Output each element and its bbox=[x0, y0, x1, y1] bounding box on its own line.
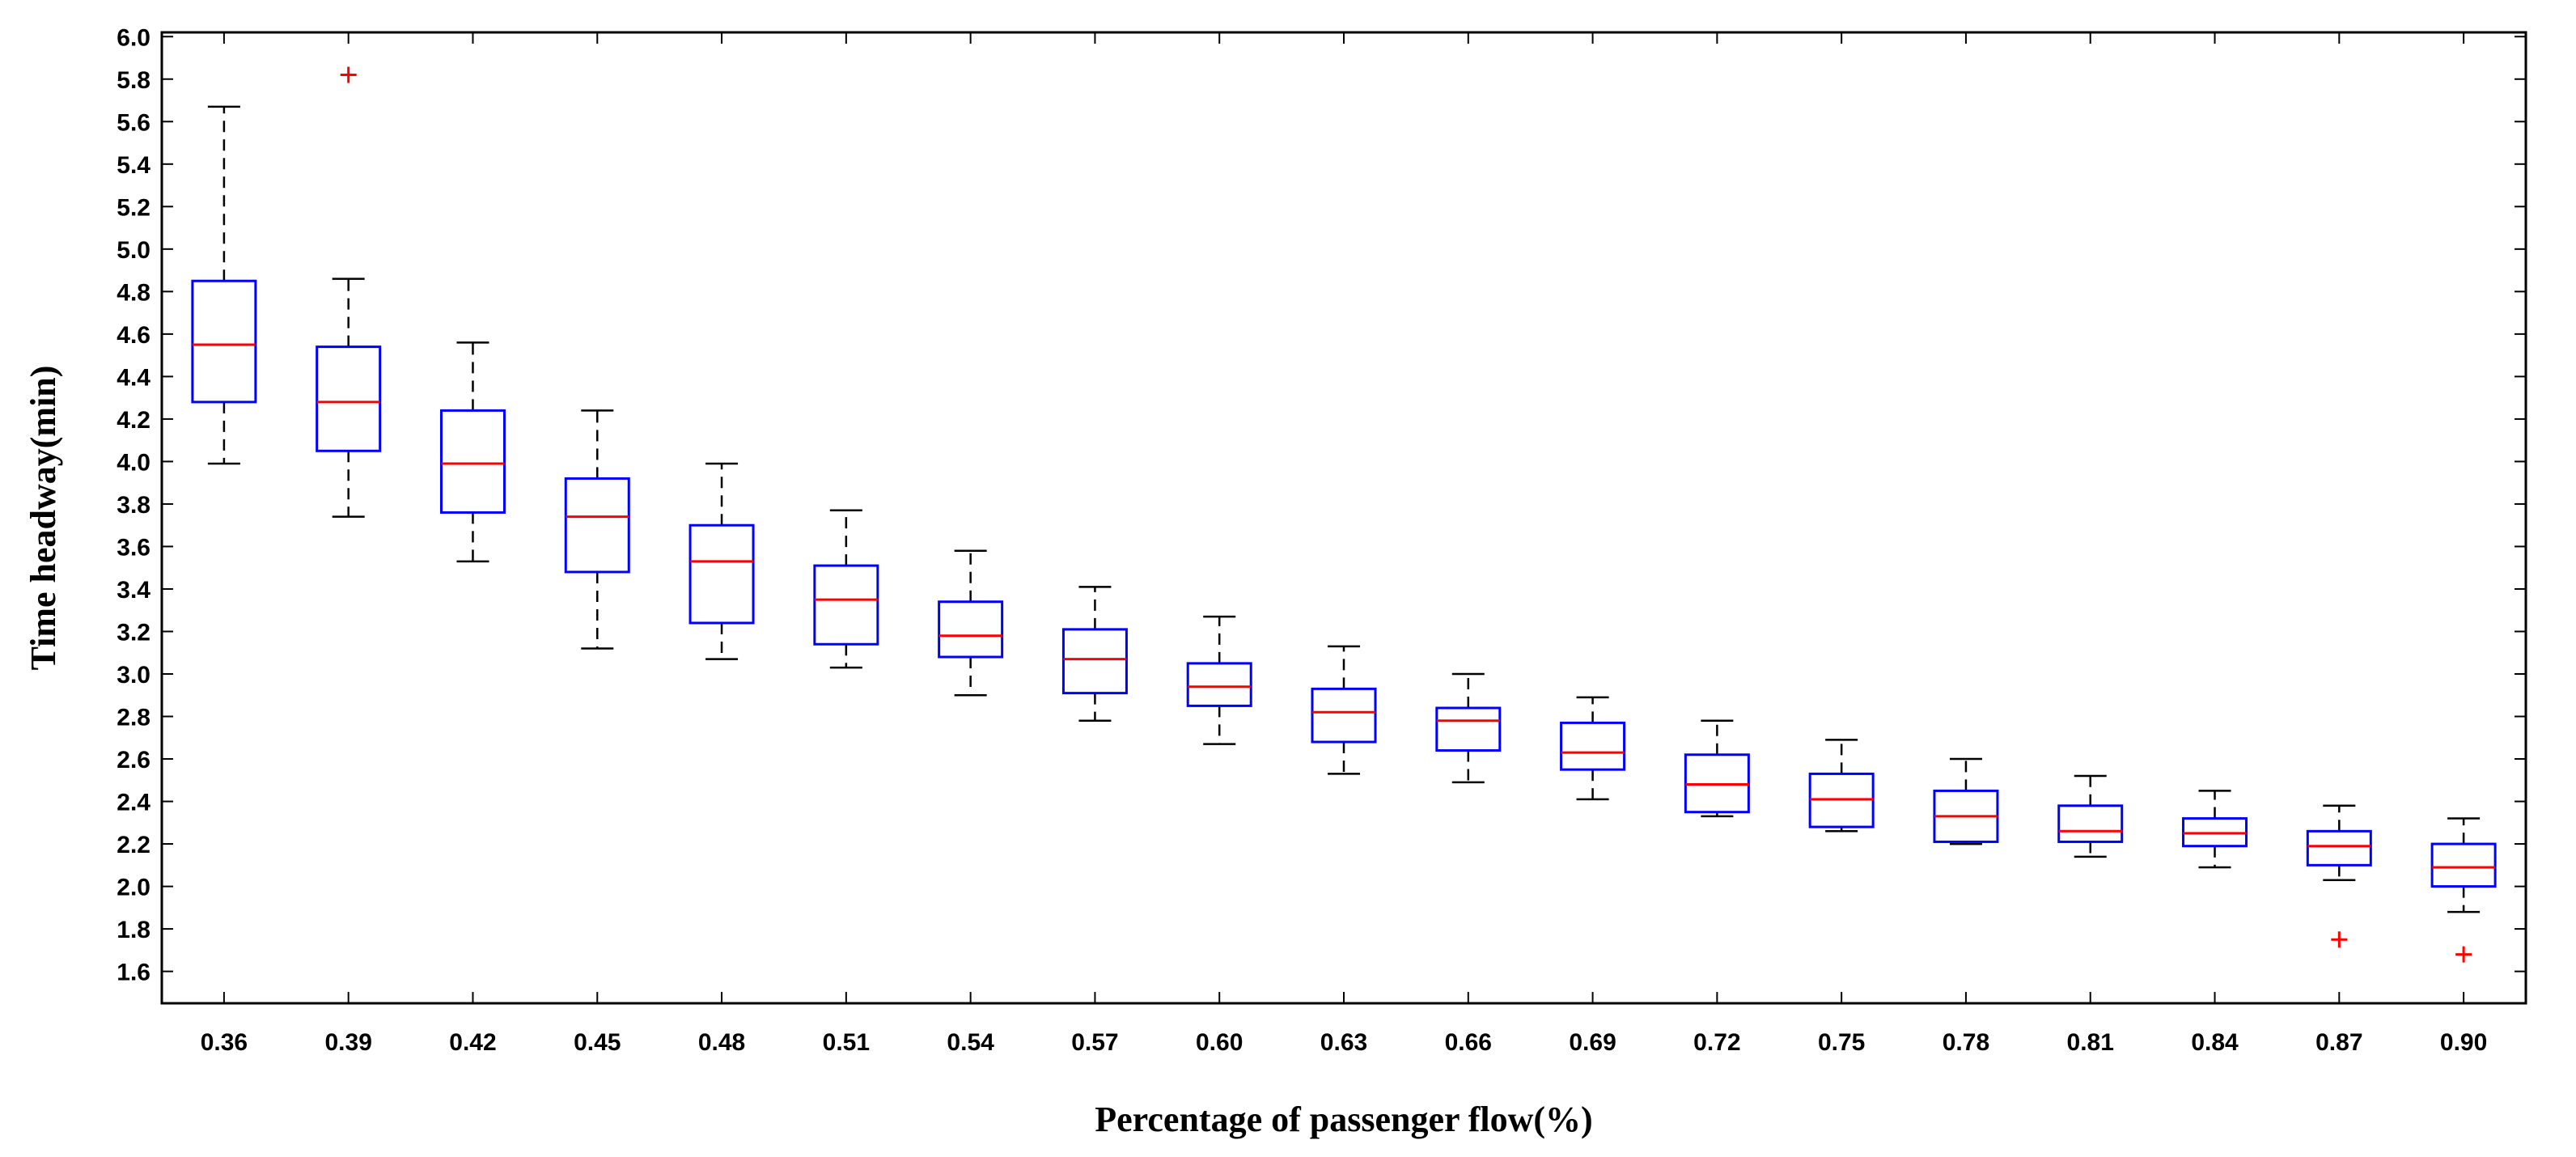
iqr-box bbox=[1061, 628, 1128, 695]
x-tick-label: 0.87 bbox=[2315, 1029, 2362, 1056]
y-tick-label: 5.2 bbox=[117, 194, 150, 221]
box-0.81 bbox=[2057, 774, 2124, 858]
y-tick-label: 5.0 bbox=[117, 237, 150, 264]
iqr-box bbox=[564, 477, 630, 574]
x-tick-label: 0.60 bbox=[1196, 1029, 1243, 1056]
iqr-box bbox=[2057, 804, 2124, 843]
box-0.60 bbox=[1186, 615, 1252, 745]
iqr-box bbox=[191, 279, 257, 404]
x-tick-label: 0.78 bbox=[1943, 1029, 1989, 1056]
box-0.57 bbox=[1061, 586, 1128, 723]
box-series bbox=[191, 66, 2497, 963]
x-tick-label: 0.72 bbox=[1693, 1029, 1740, 1056]
iqr-box bbox=[938, 600, 1004, 659]
box-0.51 bbox=[813, 509, 879, 669]
y-tick-label: 4.4 bbox=[117, 364, 150, 391]
box-0.66 bbox=[1435, 672, 1502, 784]
x-tick-label: 0.48 bbox=[698, 1029, 745, 1056]
x-tick-label: 0.39 bbox=[324, 1029, 371, 1056]
y-axis: 1.6 1.8 2.0 2.2 2.4 2.6 2.8 3.0 3.2 3.4 3.6 3.8 4.0 4… bbox=[117, 24, 2526, 986]
iqr-box bbox=[813, 564, 879, 646]
y-tick-label: 2.2 bbox=[117, 832, 150, 858]
box-0.36 bbox=[191, 105, 257, 465]
x-tick-label: 0.45 bbox=[574, 1029, 621, 1056]
outlier-marker bbox=[2331, 931, 2348, 948]
box-0.63 bbox=[1311, 645, 1377, 775]
outlier-marker bbox=[340, 66, 357, 83]
x-axis-label: Percentage of passenger flow(%) bbox=[1095, 1100, 1592, 1139]
box-0.90 bbox=[2430, 817, 2497, 963]
x-axis: 0.36 0.39 0.42 0.45 0.48 0.51 0.54 0.57 0.60 0.63… bbox=[201, 32, 2487, 1056]
iqr-box bbox=[439, 409, 506, 514]
x-tick-label: 0.66 bbox=[1445, 1029, 1492, 1056]
y-tick-label: 5.4 bbox=[117, 152, 150, 179]
y-tick-label: 3.0 bbox=[117, 662, 150, 689]
box-0.45 bbox=[564, 409, 630, 650]
y-tick-label: 2.8 bbox=[117, 705, 150, 731]
plot-frame bbox=[160, 31, 2527, 1005]
iqr-box bbox=[2306, 829, 2372, 867]
box-0.39 bbox=[316, 66, 382, 518]
x-tick-label: 0.81 bbox=[2067, 1029, 2114, 1056]
x-tick-label: 0.42 bbox=[449, 1029, 496, 1056]
x-tick-label: 0.90 bbox=[2440, 1029, 2487, 1056]
y-tick-label: 3.8 bbox=[117, 492, 150, 519]
y-tick-label: 1.6 bbox=[117, 960, 150, 986]
box-0.75 bbox=[1808, 739, 1875, 833]
iqr-box bbox=[1560, 721, 1626, 771]
iqr-box bbox=[1311, 687, 1377, 744]
box-0.84 bbox=[2182, 790, 2248, 869]
y-tick-label: 2.4 bbox=[117, 790, 150, 816]
x-tick-label: 0.54 bbox=[947, 1029, 994, 1056]
y-tick-label: 6.0 bbox=[117, 24, 150, 51]
box-0.42 bbox=[439, 341, 506, 563]
outlier-marker bbox=[2455, 946, 2472, 963]
x-tick-label: 0.51 bbox=[823, 1029, 870, 1056]
iqr-box bbox=[688, 523, 755, 625]
iqr-box bbox=[316, 345, 382, 452]
x-tick-label: 0.75 bbox=[1818, 1029, 1865, 1056]
y-tick-label: 2.0 bbox=[117, 875, 150, 901]
box-0.69 bbox=[1560, 696, 1626, 801]
y-tick-label: 4.8 bbox=[117, 279, 150, 306]
iqr-box bbox=[2430, 842, 2497, 888]
x-tick-label: 0.36 bbox=[201, 1029, 248, 1056]
y-tick-label: 4.2 bbox=[117, 407, 150, 434]
y-tick-label: 5.8 bbox=[117, 67, 150, 94]
y-tick-label: 3.6 bbox=[117, 534, 150, 561]
y-tick-label: 2.6 bbox=[117, 747, 150, 773]
x-tick-label: 0.57 bbox=[1071, 1029, 1118, 1056]
box-0.78 bbox=[1933, 757, 1999, 846]
iqr-box bbox=[1186, 662, 1252, 707]
box-0.54 bbox=[938, 549, 1004, 697]
y-tick-label: 4.0 bbox=[117, 449, 150, 476]
iqr-box bbox=[1435, 706, 1502, 752]
y-tick-label: 4.6 bbox=[117, 322, 150, 349]
y-axis-label: Time headway(min) bbox=[23, 366, 63, 671]
box-0.87 bbox=[2306, 804, 2372, 948]
y-tick-label: 3.2 bbox=[117, 619, 150, 646]
x-tick-label: 0.84 bbox=[2191, 1029, 2239, 1056]
x-tick-label: 0.63 bbox=[1320, 1029, 1367, 1056]
y-tick-label: 3.4 bbox=[117, 577, 150, 604]
y-tick-label: 1.8 bbox=[117, 917, 150, 943]
y-tick-label: 5.6 bbox=[117, 109, 150, 136]
x-tick-label: 0.69 bbox=[1569, 1029, 1616, 1056]
box-0.72 bbox=[1684, 719, 1750, 818]
box-0.48 bbox=[688, 462, 755, 660]
